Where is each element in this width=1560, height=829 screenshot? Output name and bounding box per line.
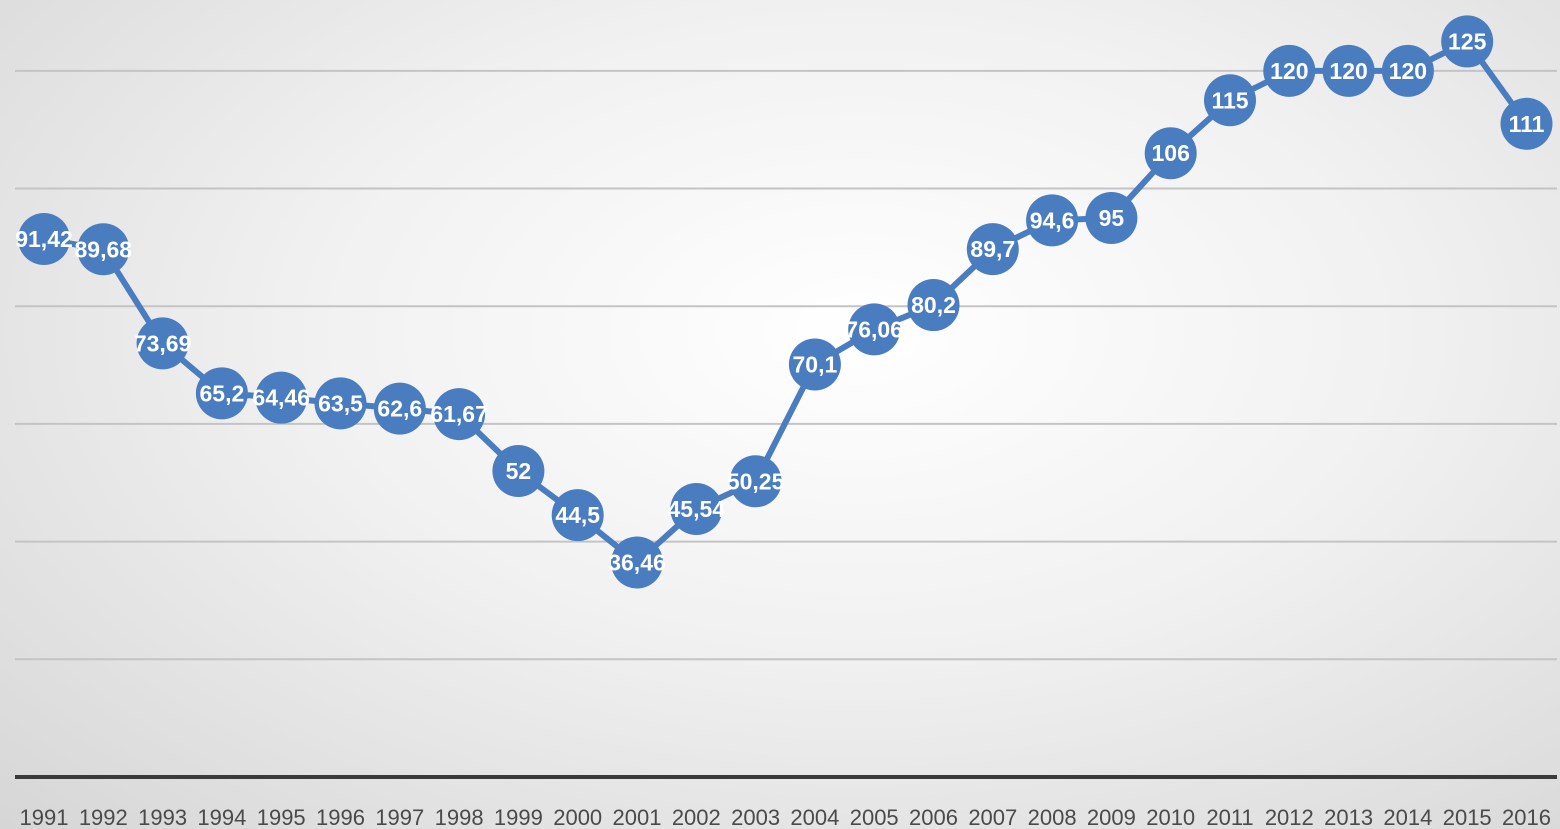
data-point-2015 <box>1441 15 1494 68</box>
data-label-2013: 120 <box>1329 58 1367 84</box>
x-tick-label-1994: 1994 <box>197 805 246 829</box>
data-points <box>18 15 1553 589</box>
data-label-1995: 64,46 <box>252 385 310 411</box>
data-point-2012 <box>1263 44 1316 97</box>
data-label-2015: 125 <box>1448 28 1487 54</box>
data-label-2012: 120 <box>1270 58 1308 84</box>
x-tick-label-2009: 2009 <box>1087 805 1136 829</box>
data-label-1991: 91,42 <box>15 226 73 252</box>
data-labels: 91,42 89,68 73,69 65,2 64,46 63,5 62,6 61,67 52 4… <box>15 28 1544 575</box>
x-tick-label-2014: 2014 <box>1383 805 1432 829</box>
x-tick-label-1995: 1995 <box>257 805 306 829</box>
data-label-1993: 73,69 <box>134 330 192 356</box>
x-tick-label-1992: 1992 <box>79 805 128 829</box>
data-label-2007: 89,7 <box>970 236 1015 262</box>
data-point-2007 <box>966 223 1019 276</box>
data-label-2003: 50,25 <box>727 468 785 494</box>
data-point-2003 <box>729 455 782 508</box>
x-tick-label-2001: 2001 <box>613 805 662 829</box>
data-point-2014 <box>1381 44 1434 97</box>
data-label-1996: 63,5 <box>318 390 363 416</box>
data-point-1991 <box>18 213 70 266</box>
data-point-2001 <box>611 536 663 589</box>
data-point-2008 <box>1026 194 1079 247</box>
data-point-1994 <box>195 367 248 420</box>
data-point-2000 <box>551 489 604 542</box>
data-point-1997 <box>373 382 426 435</box>
data-label-1997: 62,6 <box>377 396 422 422</box>
data-label-2005: 76,06 <box>845 316 903 342</box>
x-tick-label-1997: 1997 <box>375 805 424 829</box>
x-tick-label-1996: 1996 <box>316 805 365 829</box>
data-label-1998: 61,67 <box>430 401 488 427</box>
data-label-1992: 89,68 <box>75 236 133 262</box>
x-tick-label-2006: 2006 <box>909 805 958 829</box>
data-point-2002 <box>670 483 723 536</box>
data-point-1992 <box>77 223 130 276</box>
data-label-2002: 45,54 <box>668 496 726 522</box>
data-point-1998 <box>433 388 486 441</box>
data-label-2006: 80,2 <box>911 292 956 318</box>
data-label-1999: 52 <box>506 458 532 484</box>
x-tick-label-1991: 1991 <box>20 805 69 829</box>
data-point-1993 <box>136 317 189 370</box>
data-label-2010: 106 <box>1152 140 1190 166</box>
data-label-2004: 70,1 <box>793 351 838 377</box>
data-point-2013 <box>1322 44 1375 97</box>
x-tick-label-2008: 2008 <box>1028 805 1077 829</box>
x-tick-label-2015: 2015 <box>1443 805 1492 829</box>
data-label-2011: 115 <box>1211 87 1248 113</box>
x-tick-label-2011: 2011 <box>1206 805 1253 829</box>
series-line <box>43 38 1529 566</box>
data-point-2016 <box>1500 97 1553 150</box>
x-tick-label-2010: 2010 <box>1146 805 1195 829</box>
x-tick-label-2003: 2003 <box>731 805 780 829</box>
data-point-2009 <box>1085 191 1138 244</box>
data-label-2014: 120 <box>1389 58 1427 84</box>
data-point-2005 <box>848 303 901 356</box>
data-point-2010 <box>1144 127 1197 180</box>
data-point-1999 <box>492 445 545 497</box>
data-point-2006 <box>907 279 960 332</box>
data-point-2004 <box>788 338 841 391</box>
data-label-2008: 94,6 <box>1030 207 1075 233</box>
data-point-1995 <box>255 371 308 424</box>
data-label-2009: 95 <box>1099 205 1125 231</box>
x-tick-label-2004: 2004 <box>790 805 839 829</box>
gridlines <box>15 69 1557 661</box>
data-point-1996 <box>314 377 367 430</box>
x-tick-label-2005: 2005 <box>850 805 899 829</box>
x-tick-labels: 1991 1992 1993 1994 1995 1996 1997 1998 1999 2000… <box>20 805 1551 829</box>
x-tick-label-1993: 1993 <box>138 805 187 829</box>
data-label-2000: 44,5 <box>555 502 600 528</box>
data-point-2011 <box>1204 74 1256 127</box>
x-tick-label-2000: 2000 <box>553 805 602 829</box>
x-tick-label-1999: 1999 <box>494 805 543 829</box>
x-tick-label-2013: 2013 <box>1324 805 1373 829</box>
x-tick-label-1998: 1998 <box>435 805 484 829</box>
data-label-1994: 65,2 <box>200 380 245 406</box>
data-label-2016: 111 <box>1509 111 1545 137</box>
x-tick-label-2007: 2007 <box>968 805 1017 829</box>
x-tick-label-2002: 2002 <box>672 805 721 829</box>
x-tick-label-2016: 2016 <box>1502 805 1551 829</box>
x-tick-label-2012: 2012 <box>1265 805 1314 829</box>
data-label-2001: 36,46 <box>608 549 666 575</box>
